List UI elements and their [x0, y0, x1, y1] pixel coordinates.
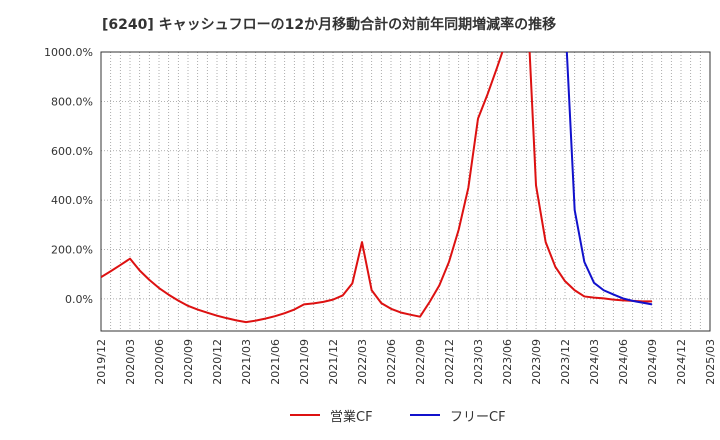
grid-lines: [100, 51, 711, 331]
x-tick-label: 2024/06: [617, 339, 630, 385]
y-tick-label: 600.0%: [51, 145, 93, 158]
x-tick-label: 2021/06: [269, 339, 282, 385]
x-tick-label: 2021/09: [298, 339, 311, 385]
series-lines: [101, 52, 653, 324]
y-tick-label: 200.0%: [51, 244, 93, 257]
x-tick-label: 2020/06: [153, 339, 166, 385]
x-tick-label: 2024/03: [588, 339, 601, 385]
y-tick-label: 800.0%: [51, 95, 93, 108]
y-tick-labels: 0.0% 200.0% 400.0% 600.0% 800.0% 1000.0%: [44, 46, 93, 306]
x-tick-label: 2020/09: [182, 339, 195, 385]
legend-label-series2: フリーCF: [450, 409, 506, 425]
series-line-1: [101, 52, 652, 324]
y-tick-label: 1000.0%: [44, 46, 93, 59]
y-tick-label: 0.0%: [65, 293, 93, 306]
plot-frame: [100, 51, 711, 332]
x-tick-label: 2021/03: [240, 339, 253, 385]
x-tick-label: 2019/12: [95, 339, 108, 385]
x-tick-label: 2023/09: [530, 339, 543, 385]
x-tick-label: 2022/12: [443, 339, 456, 385]
x-tick-labels: 2019/12 2020/03 2020/06 2020/09 2020/12 2021/…: [95, 339, 717, 385]
legend: 営業CF フリーCF: [0, 404, 720, 426]
x-tick-label: 2022/03: [356, 339, 369, 385]
x-tick-label: 2023/12: [559, 339, 572, 385]
y-tick-label: 400.0%: [51, 194, 93, 207]
axes: [100, 51, 711, 332]
legend-swatch-series1: [290, 414, 320, 416]
legend-label-series1: 営業CF: [330, 409, 373, 425]
x-tick-label: 2025/03: [704, 339, 717, 385]
x-tick-label: 2022/06: [385, 339, 398, 385]
x-tick-label: 2021/12: [327, 339, 340, 385]
x-tick-label: 2023/06: [501, 339, 514, 385]
x-tick-label: 2020/03: [124, 339, 137, 385]
chart-title: [6240] キャッシュフローの12か月移動合計の対前年同期増減率の推移: [102, 17, 557, 33]
x-tick-label: 2024/12: [675, 339, 688, 385]
x-tick-label: 2023/03: [472, 339, 485, 385]
legend-item-series1: 営業CF: [290, 404, 373, 426]
x-tick-label: 2024/09: [646, 339, 659, 385]
series-line-2: [565, 52, 653, 306]
x-tick-label: 2020/12: [211, 339, 224, 385]
legend-swatch-series2: [410, 414, 440, 416]
x-tick-label: 2022/09: [414, 339, 427, 385]
legend-item-series2: フリーCF: [410, 404, 506, 426]
